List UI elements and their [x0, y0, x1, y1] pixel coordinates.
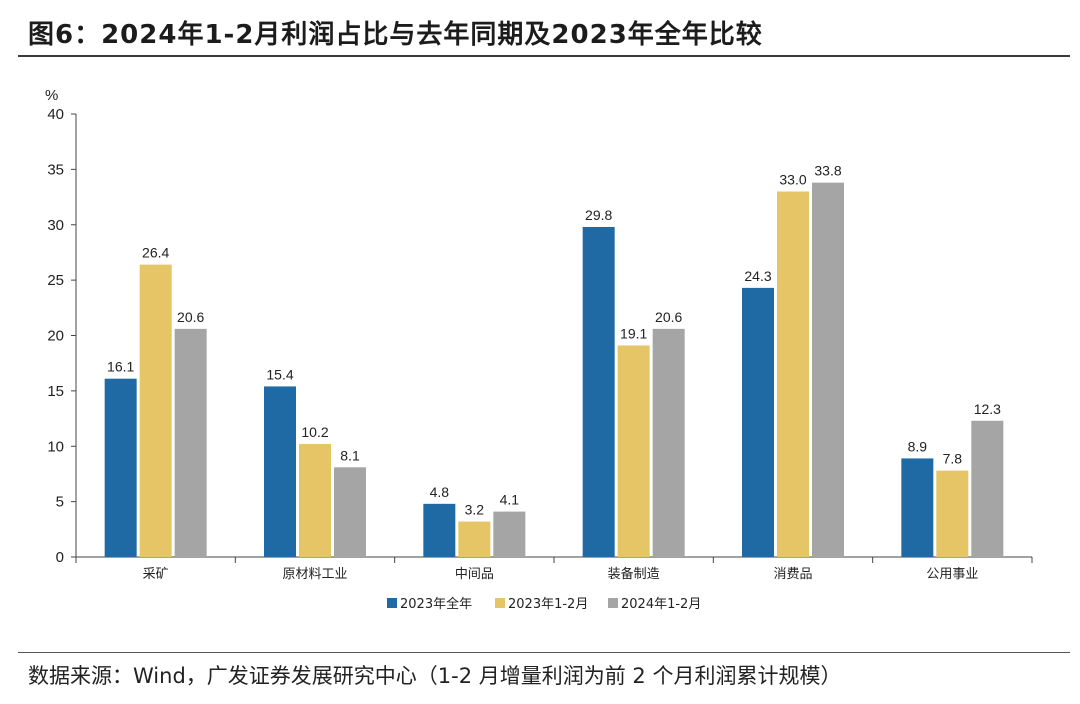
x-category-label: 装备制造 — [608, 566, 660, 582]
y-tick-label: 20 — [47, 328, 64, 345]
data-labels-group: 16.1 26.4 20.6 15.4 10.2 8.1 4.8 3.2 4.1 29.8 19.1… — [107, 163, 1001, 518]
footer-divider — [18, 652, 1070, 653]
legend-label: 2024年1-2月 — [621, 597, 701, 612]
bar — [264, 386, 296, 557]
figure-title: 图6：2024年1-2月利润占比与去年同期及2023年全年比较 — [28, 20, 763, 50]
bar — [812, 182, 844, 557]
y-tick-label: 0 — [56, 549, 64, 566]
x-category-label: 消费品 — [773, 567, 812, 582]
bar — [299, 444, 331, 557]
x-category-label: 公用事业 — [926, 567, 978, 582]
data-label: 15.4 — [266, 366, 293, 382]
data-label: 12.3 — [974, 401, 1001, 417]
data-label: 8.1 — [340, 447, 360, 463]
data-label: 19.1 — [620, 325, 647, 341]
x-category-label: 原材料工业 — [282, 567, 347, 582]
bar — [458, 521, 491, 557]
y-tick-label: 40 — [47, 106, 64, 123]
bar — [423, 503, 456, 557]
bar — [334, 467, 366, 557]
y-axis-unit-label: % — [45, 87, 58, 104]
bar — [493, 511, 526, 557]
y-tick-label: 5 — [56, 494, 64, 511]
bar — [971, 420, 1004, 557]
title-divider — [18, 55, 1070, 57]
legend-label: 2023年1-2月 — [508, 597, 588, 612]
data-label: 7.8 — [943, 451, 963, 467]
data-label: 16.1 — [107, 359, 134, 375]
data-label: 3.2 — [465, 502, 485, 518]
bar — [777, 191, 809, 557]
data-label: 20.6 — [655, 309, 682, 325]
data-label: 4.8 — [430, 484, 450, 500]
data-label: 4.1 — [500, 492, 520, 508]
x-category-label: 采矿 — [143, 567, 169, 582]
legend: 2023年全年 2023年1-2月 2024年1-2月 — [387, 596, 701, 612]
y-tick-label: 30 — [47, 217, 64, 234]
source-note: 数据来源：Wind，广发证券发展研究中心（1-2 月增量利润为前 2 个月利润累… — [28, 664, 842, 688]
bar — [901, 458, 934, 557]
data-label: 8.9 — [908, 438, 928, 454]
data-label: 33.8 — [814, 163, 841, 179]
y-tick-label: 15 — [47, 383, 64, 400]
bar — [174, 328, 207, 557]
y-tick-label: 10 — [47, 438, 64, 455]
data-label: 10.2 — [301, 424, 328, 440]
data-label: 26.4 — [142, 245, 169, 261]
bars-group — [104, 182, 1004, 557]
bar — [936, 470, 969, 557]
y-axis: 0 5 10 15 20 25 30 35 40 — [47, 106, 77, 566]
legend-swatch — [495, 598, 505, 608]
bar — [742, 287, 774, 557]
bar-chart: % 0 5 10 15 20 25 30 35 40 采矿 原材料工业 中间品 装备制造 消费品 公用事业… — [45, 87, 1033, 612]
data-label: 33.0 — [779, 172, 806, 188]
legend-swatch — [387, 598, 397, 608]
x-category-label: 中间品 — [455, 567, 494, 582]
data-label: 24.3 — [744, 268, 771, 284]
data-label: 29.8 — [585, 207, 612, 223]
bar — [652, 328, 685, 557]
bar — [139, 264, 172, 557]
data-label: 20.6 — [177, 309, 204, 325]
legend-label: 2023年全年 — [400, 596, 472, 612]
y-tick-label: 35 — [47, 161, 64, 178]
bar — [582, 226, 615, 557]
y-tick-label: 25 — [47, 272, 64, 289]
bar — [617, 345, 650, 557]
bar — [104, 378, 137, 557]
legend-swatch — [608, 598, 618, 608]
x-axis: 采矿 原材料工业 中间品 装备制造 消费品 公用事业 — [75, 556, 1033, 582]
